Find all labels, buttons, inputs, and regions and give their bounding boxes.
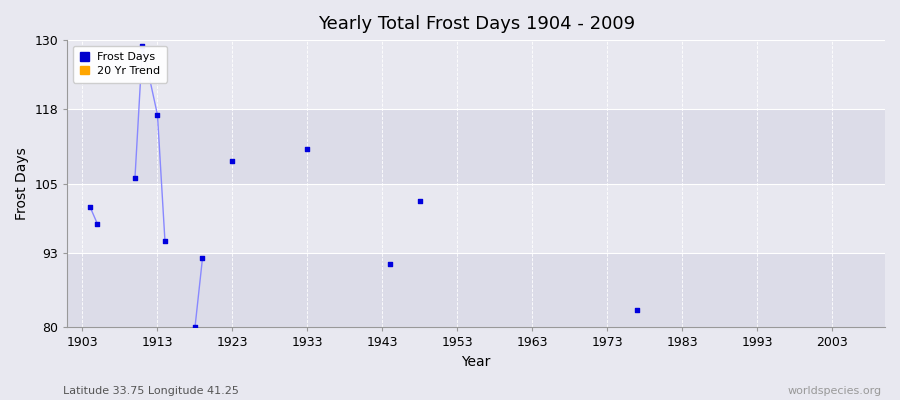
Point [188,324,202,331]
Point [301,146,315,152]
Text: worldspecies.org: worldspecies.org [788,386,882,396]
Text: Latitude 33.75 Longitude 41.25: Latitude 33.75 Longitude 41.25 [63,386,238,396]
Point [630,307,644,313]
Bar [68,253,885,328]
Bar [68,109,885,184]
Point [225,158,239,164]
Title: Yearly Total Frost Days 1904 - 2009: Yearly Total Frost Days 1904 - 2009 [318,15,634,33]
Legend: Frost Days, 20 Yr Trend: Frost Days, 20 Yr Trend [73,46,167,82]
Point [83,204,97,210]
Point [382,261,397,268]
Point [150,112,165,118]
Y-axis label: Frost Days: Frost Days [15,147,29,220]
Point [90,221,104,227]
Point [158,238,172,244]
Bar [68,40,885,109]
X-axis label: Year: Year [462,355,490,369]
Bar [68,184,885,253]
Point [195,255,210,262]
Point [135,43,149,49]
Point [128,175,142,181]
Point [413,198,428,204]
